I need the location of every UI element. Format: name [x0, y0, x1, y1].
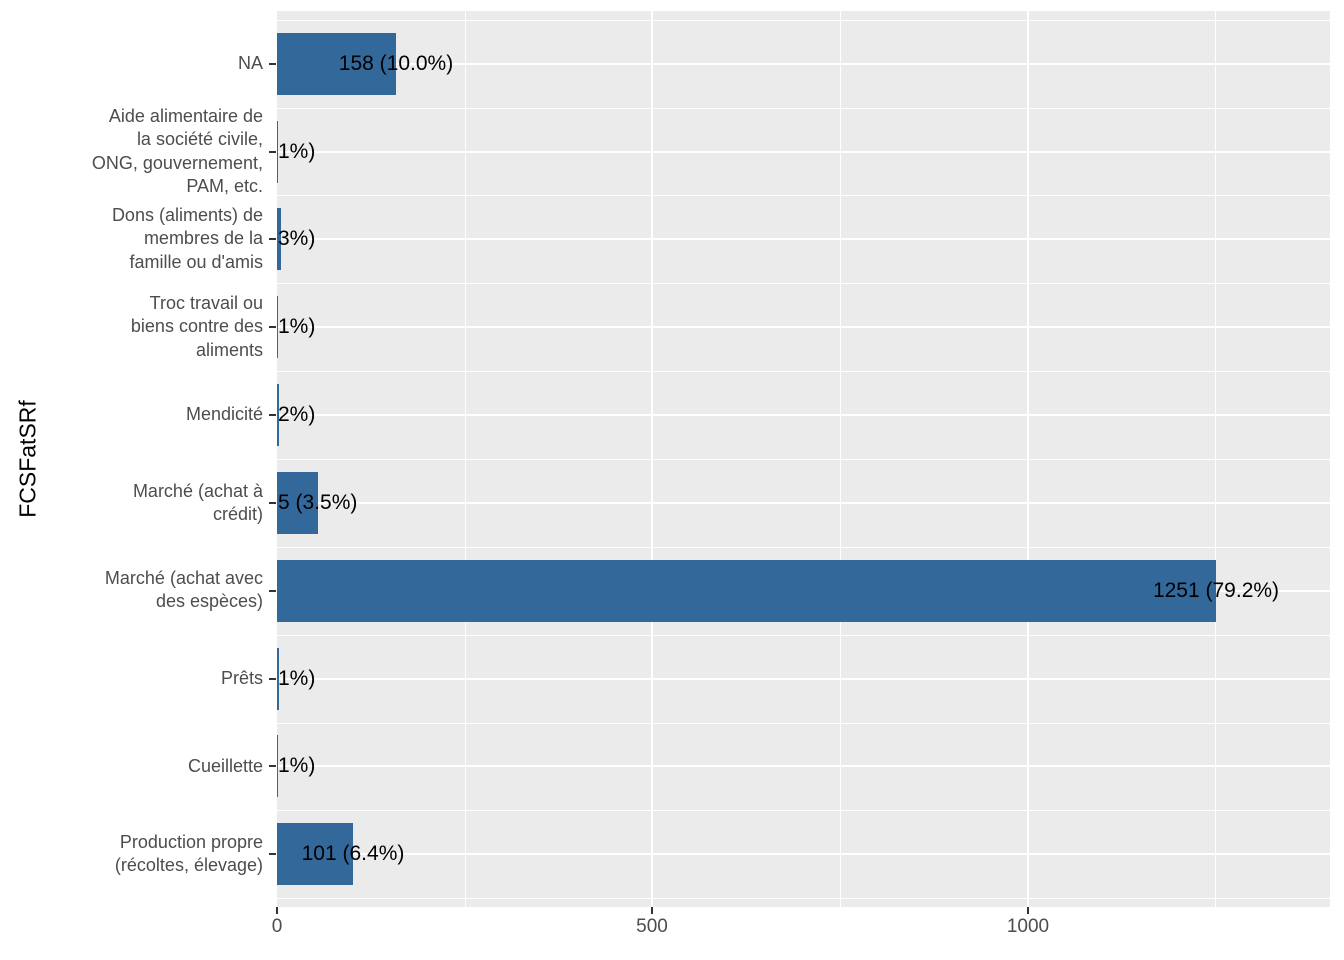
plot-panel: 158 (10.0%) 1%) 3%) 1%) 2%) 5 (3.5%) 1251 (79.…: [277, 11, 1330, 907]
bar: [277, 472, 318, 534]
minor-gridline-horizontal: [277, 283, 1330, 284]
minor-gridline-vertical: [840, 11, 841, 907]
x-axis-tick-label: 0: [271, 916, 283, 937]
bar: [277, 560, 1216, 622]
category-label: Aide alimentaire de la société civile, O…: [91, 106, 263, 197]
minor-gridline-horizontal: [277, 371, 1330, 372]
x-axis-tick-label: 500: [636, 916, 668, 937]
major-gridline-horizontal: [277, 678, 1330, 680]
bar-value-label: 1%): [278, 754, 316, 777]
minor-gridline-horizontal: [277, 547, 1330, 548]
minor-gridline-horizontal: [277, 810, 1330, 811]
y-axis-tick-mark: [269, 678, 276, 680]
y-axis-tick-mark: [269, 590, 276, 592]
bar-value-label: 1%): [278, 667, 316, 690]
bar-value-label: 1251 (79.2%): [1152, 579, 1280, 602]
bar: [277, 648, 279, 710]
bar: [277, 296, 278, 358]
x-axis-tick-label: 1000: [1006, 916, 1050, 937]
major-gridline-horizontal: [277, 63, 1330, 65]
major-gridline-horizontal: [277, 414, 1330, 416]
category-label: Mendicité: [185, 404, 263, 424]
y-axis-tick-mark: [269, 502, 276, 504]
minor-gridline-horizontal: [277, 108, 1330, 109]
y-axis-tick-mark: [269, 151, 276, 153]
minor-gridline-horizontal: [277, 195, 1330, 196]
bar-value-label: 3%): [278, 227, 316, 250]
y-axis-tick-mark: [269, 326, 276, 328]
bar-value-label: 2%): [278, 403, 316, 426]
category-label: Marché (achat à crédit): [132, 481, 263, 525]
minor-gridline-horizontal: [277, 635, 1330, 636]
bar-value-label: 101 (6.4%): [301, 842, 405, 865]
major-gridline-horizontal: [277, 502, 1330, 504]
bar: [277, 384, 279, 446]
major-gridline-horizontal: [277, 238, 1330, 240]
bar-value-label: 158 (10.0%): [338, 52, 454, 75]
major-gridline-horizontal: [277, 765, 1330, 767]
minor-gridline-horizontal: [277, 898, 1330, 899]
major-gridline-vertical: [1027, 11, 1029, 907]
category-label: Production propre (récoltes, élevage): [114, 832, 263, 876]
minor-gridline-vertical: [465, 11, 466, 907]
y-axis-tick-mark: [269, 63, 276, 65]
bar: [277, 208, 281, 270]
bar: [277, 823, 353, 885]
minor-gridline-horizontal: [277, 459, 1330, 460]
bar-value-label: 1%): [278, 140, 316, 163]
category-label: Dons (aliments) de membres de la famille…: [111, 205, 263, 272]
bar-value-label: 1%): [278, 315, 316, 338]
x-axis-tick-mark: [1027, 907, 1029, 914]
bar: [277, 33, 396, 95]
y-axis-tick-mark: [269, 238, 276, 240]
category-label: Troc travail ou biens contre des aliment…: [130, 293, 263, 360]
y-axis-tick-mark: [269, 853, 276, 855]
major-gridline-horizontal: [277, 853, 1330, 855]
major-gridline-horizontal: [277, 326, 1330, 328]
y-axis-tick-mark: [269, 414, 276, 416]
bar-value-label: 5 (3.5%): [278, 491, 358, 514]
minor-gridline-horizontal: [277, 20, 1330, 21]
category-label: Marché (achat avec des espèces): [104, 568, 263, 612]
bar: [277, 121, 278, 183]
major-gridline-vertical: [651, 11, 653, 907]
y-axis-tick-mark: [269, 765, 276, 767]
major-gridline-horizontal: [277, 151, 1330, 153]
x-axis-tick-mark: [276, 907, 278, 914]
minor-gridline-vertical: [1215, 11, 1216, 907]
category-label: Cueillette: [187, 756, 263, 776]
minor-gridline-horizontal: [277, 723, 1330, 724]
bar: [277, 735, 278, 797]
category-label: NA: [237, 53, 263, 73]
category-label: Prêts: [220, 668, 263, 688]
x-axis-tick-mark: [651, 907, 653, 914]
